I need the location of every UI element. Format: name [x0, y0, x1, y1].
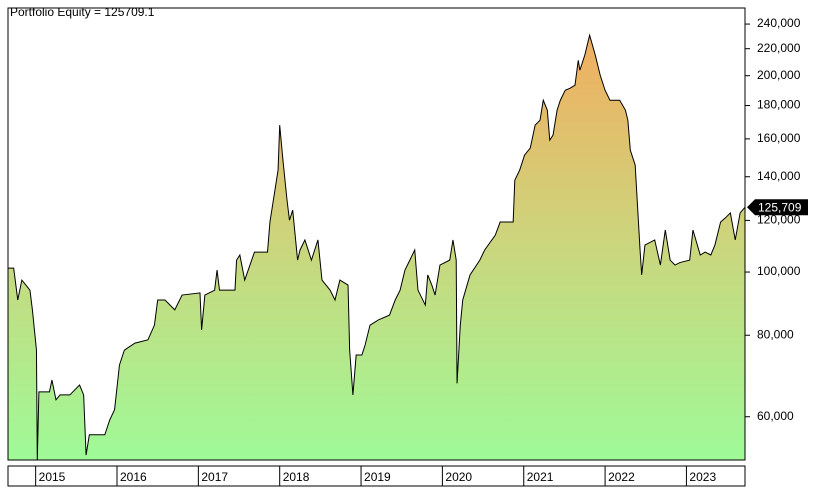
plot-frame — [7, 7, 746, 461]
y-tick-label: 140,000 — [757, 169, 801, 183]
x-tick-label: 2016 — [120, 470, 147, 484]
y-tick-label: 100,000 — [757, 264, 801, 278]
x-tick-label: 2021 — [527, 470, 554, 484]
plot-area — [8, 33, 746, 461]
y-tick-label: 120,000 — [757, 213, 801, 227]
x-tick-label: 2020 — [445, 470, 472, 484]
last-value-label: 125,709 — [758, 200, 802, 214]
x-tick-label: 2019 — [364, 470, 391, 484]
y-tick-label: 240,000 — [757, 16, 801, 30]
y-tick-label: 160,000 — [757, 131, 801, 145]
x-tick-label: 2015 — [39, 470, 66, 484]
x-tick-label: 2022 — [608, 470, 635, 484]
y-tick-label: 60,000 — [757, 409, 794, 423]
last-value-box — [747, 199, 808, 216]
x-axis-frame — [7, 465, 746, 487]
y-tick-label: 80,000 — [757, 327, 794, 341]
x-tick-label: 2018 — [283, 470, 310, 484]
y-tick-label: 180,000 — [757, 98, 801, 112]
equity-line — [8, 33, 746, 461]
chart-title: Portfolio Equity = 125709.1 — [10, 5, 155, 19]
equity-area — [8, 35, 745, 460]
x-tick-label: 2017 — [201, 470, 228, 484]
y-tick-label: 220,000 — [757, 41, 801, 55]
x-tick-label: 2023 — [689, 470, 716, 484]
y-tick-label: 200,000 — [757, 68, 801, 82]
